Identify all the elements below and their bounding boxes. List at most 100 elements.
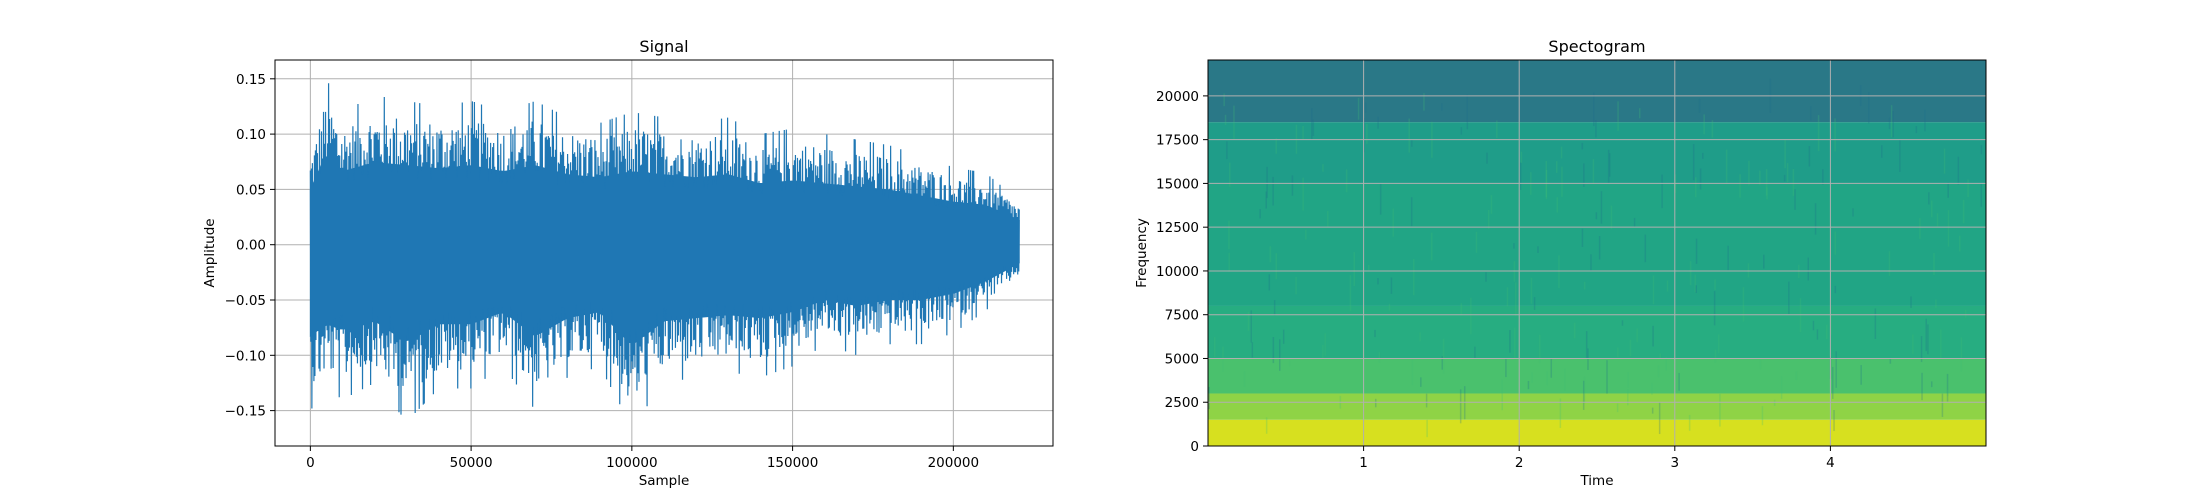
spectrogram-x-tick-label: 3 xyxy=(1671,455,1680,471)
spectrogram-texture xyxy=(1666,280,1669,292)
spectrogram-texture xyxy=(1910,296,1912,308)
spectrogram-texture xyxy=(1555,161,1558,173)
spectrogram-texture xyxy=(1275,138,1277,154)
spectrogram-texture xyxy=(1888,117,1891,130)
signal-x-tick-label: 150000 xyxy=(767,455,819,471)
spectrogram-texture xyxy=(1924,109,1926,132)
spectrogram-texture xyxy=(1265,191,1267,209)
spectrogram-texture xyxy=(1925,318,1928,352)
spectrogram-texture xyxy=(1295,277,1297,295)
spectrogram-texture xyxy=(1345,169,1348,193)
spectrogram-texture xyxy=(1899,140,1901,172)
spectrogram-texture xyxy=(1349,275,1352,311)
spectrogram-texture xyxy=(1490,195,1493,214)
spectrogram-texture xyxy=(1527,380,1530,390)
spectrogram-texture xyxy=(1739,174,1741,198)
spectrogram-texture xyxy=(1265,417,1268,434)
spectrogram-texture xyxy=(1935,299,1937,308)
spectrogram-texture xyxy=(1224,114,1227,125)
spectrogram-texture xyxy=(1595,212,1598,220)
spectrogram-texture xyxy=(1550,358,1553,378)
spectrogram-texture xyxy=(1881,145,1883,158)
spectrogram-texture xyxy=(1593,92,1595,127)
spectrogram-texture xyxy=(1513,243,1515,249)
spectrogram-texture xyxy=(1228,220,1230,250)
spectrogram-texture xyxy=(1786,163,1789,183)
spectrogram-texture xyxy=(1213,337,1216,358)
signal-y-tick-label: 0.00 xyxy=(236,238,266,254)
spectrogram-texture xyxy=(1834,118,1836,152)
spectrogram-x-ticks: 1 2 3 4 xyxy=(1359,446,1835,471)
spectrogram-texture xyxy=(1302,125,1304,140)
spectrogram-texture xyxy=(1610,205,1613,230)
spectrogram-texture xyxy=(1957,156,1960,185)
spectrogram-texture xyxy=(1833,410,1835,432)
spectrogram-texture xyxy=(1514,327,1516,360)
spectrogram-y-tick-label: 2500 xyxy=(1165,395,1199,411)
spectrogram-texture xyxy=(1915,126,1918,134)
spectrogram-texture xyxy=(1272,337,1275,364)
signal-y-label: Amplitude xyxy=(202,218,218,287)
signal-y-tick-label: 0.15 xyxy=(236,72,266,88)
spectrogram-texture xyxy=(1324,333,1326,356)
spectrogram-texture xyxy=(1695,238,1698,264)
spectrogram-x-tick-label: 2 xyxy=(1515,455,1524,471)
spectrogram-texture xyxy=(1780,376,1783,399)
spectrogram-texture xyxy=(1888,251,1891,276)
spectrogram-texture xyxy=(1561,166,1563,197)
spectrogram-texture xyxy=(1590,254,1592,272)
spectrogram-texture xyxy=(1832,366,1834,399)
spectrogram-texture xyxy=(1413,259,1415,296)
signal-y-tick-label: −0.10 xyxy=(225,348,266,364)
spectrogram-texture xyxy=(1506,287,1509,307)
spectrogram-texture xyxy=(1834,231,1837,255)
spectrogram-texture xyxy=(1474,346,1476,358)
spectrogram-texture xyxy=(1742,287,1745,322)
spectrogram-texture xyxy=(1980,145,1983,155)
spectrogram-texture xyxy=(1759,359,1762,370)
spectrogram-texture xyxy=(1291,175,1294,196)
spectrogram-texture xyxy=(1658,402,1661,435)
signal-x-label: Sample xyxy=(639,473,690,489)
signal-axes-frame xyxy=(274,59,1054,447)
spectrogram-texture xyxy=(1719,393,1721,427)
spectrogram-texture xyxy=(1958,235,1961,252)
spectrogram-band xyxy=(1208,419,1986,446)
spectrogram-texture xyxy=(1808,146,1811,167)
spectrogram-texture xyxy=(1282,329,1285,344)
spectrogram-texture xyxy=(1617,347,1619,358)
spectrogram-texture xyxy=(1936,213,1939,227)
spectrogram-texture xyxy=(1275,253,1278,280)
spectrogram-texture xyxy=(1530,277,1533,304)
spectrogram-axes-frame xyxy=(1207,59,1987,447)
spectrogram-texture xyxy=(1378,352,1381,363)
spectrogram-texture xyxy=(1912,334,1914,354)
spectrogram-texture xyxy=(1718,334,1720,354)
spectrogram-texture xyxy=(1616,403,1619,413)
signal-x-ticks: 0 50000 100000 150000 200000 xyxy=(306,446,979,471)
spectrogram-texture xyxy=(1441,103,1443,111)
spectrogram-texture xyxy=(1967,179,1969,198)
spectrogram-texture xyxy=(1272,176,1274,206)
spectrogram-texture xyxy=(1442,338,1445,374)
signal-waveform-spikes xyxy=(309,83,1020,415)
spectrogram-texture xyxy=(1629,339,1632,357)
spectrogram-texture xyxy=(1505,358,1507,378)
spectrogram-texture xyxy=(1222,346,1224,372)
spectrogram-texture xyxy=(1927,324,1929,355)
spectrogram-texture xyxy=(1822,169,1824,185)
spectrogram-texture xyxy=(1933,252,1935,276)
spectrogram-texture xyxy=(1420,377,1422,387)
spectrogram-x-label: Time xyxy=(1579,473,1613,489)
spectrogram-texture xyxy=(1582,380,1585,410)
spectrogram-texture xyxy=(1868,92,1870,124)
signal-title: Signal xyxy=(639,37,688,56)
spectrogram-texture xyxy=(1411,140,1413,147)
spectrogram-texture xyxy=(1441,356,1443,370)
signal-y-tick-label: 0.10 xyxy=(236,127,266,143)
spectrogram-texture xyxy=(1702,152,1704,159)
spectrogram-texture xyxy=(1689,261,1692,286)
signal-x-tick-label: 200000 xyxy=(928,455,980,471)
spectrogram-texture xyxy=(1233,105,1235,139)
spectrogram-texture xyxy=(1747,263,1750,278)
